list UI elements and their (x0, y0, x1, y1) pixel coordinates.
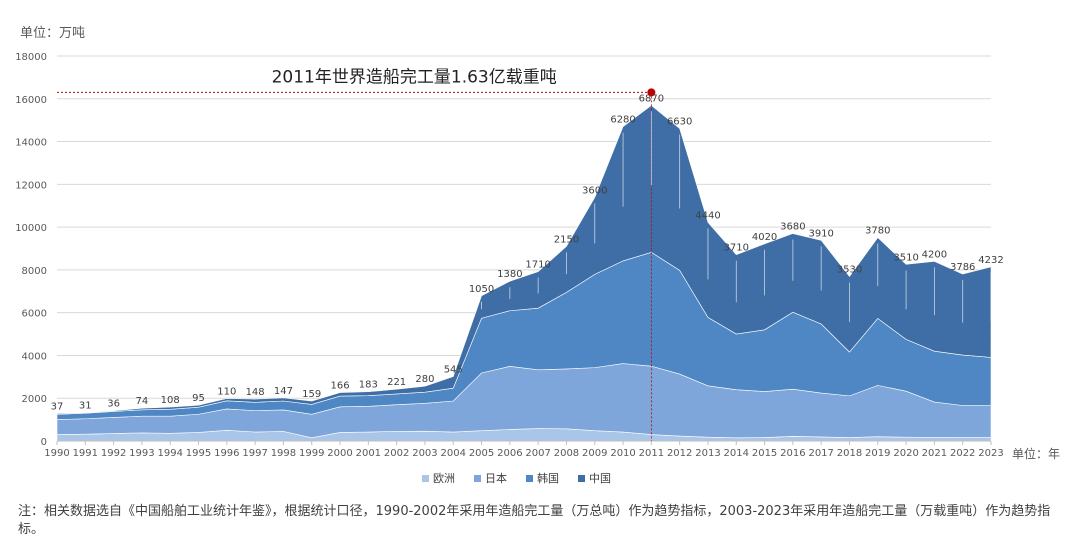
x-tick-label: 2006 (497, 448, 522, 459)
x-tick-label: 1990 (44, 448, 69, 459)
data-label-china: 6280 (610, 115, 635, 126)
annotation-text: 2011年世界造船完工量1.63亿载重吨 (272, 67, 557, 87)
x-tick-label: 1995 (186, 448, 211, 459)
data-label-china: 4200 (922, 249, 947, 260)
data-label-china: 6630 (667, 117, 692, 128)
data-label-china: 108 (161, 395, 180, 406)
x-tick-label: 2015 (752, 448, 777, 459)
x-axis-unit-label: 单位：年 (1012, 447, 1061, 461)
x-tick-label: 2019 (865, 448, 890, 459)
stacked-area-chart: 0 2000 4000 6000 8000 10000 12000 14000 16000 180… (15, 52, 1004, 485)
legend-swatch-japan (474, 475, 481, 482)
x-tick-label: 2009 (582, 448, 607, 459)
x-tick-label: 2018 (837, 448, 862, 459)
x-tick-label: 2021 (922, 448, 947, 459)
data-label-china: 95 (192, 393, 205, 404)
chart-footnote: 注：相关数据选自《中国船舶工业统计年鉴》，根据统计口径，1990-2002年采用… (18, 504, 1051, 537)
x-tick-label: 1994 (157, 448, 182, 459)
y-tick-label: 18000 (15, 52, 47, 63)
x-tick-label: 2008 (554, 448, 579, 459)
data-label-china: 159 (302, 389, 321, 400)
x-tick-label: 2014 (724, 448, 749, 459)
data-label-china: 4440 (695, 210, 720, 221)
x-tick-label: 2007 (525, 448, 550, 459)
y-tick-label: 0 (41, 437, 47, 448)
x-tick-label: 1999 (299, 448, 324, 459)
legend-swatch-china (578, 475, 585, 482)
data-label-china: 3910 (808, 228, 833, 239)
y-tick-label: 6000 (22, 309, 47, 320)
y-tick-label: 10000 (15, 223, 47, 234)
data-label-china: 3780 (865, 226, 890, 237)
y-tick-label: 4000 (22, 351, 47, 362)
x-tick-label: 1991 (73, 448, 98, 459)
y-tick-label: 12000 (15, 180, 47, 191)
y-tick-label: 16000 (15, 95, 47, 106)
data-label-china: 6870 (639, 93, 664, 104)
data-label-china: 148 (246, 387, 265, 398)
x-tick-label: 2001 (356, 448, 381, 459)
x-tick-label: 2017 (808, 448, 833, 459)
y-tick-label: 8000 (22, 266, 47, 277)
y-tick-label: 14000 (15, 138, 47, 149)
x-tick-label: 2002 (384, 448, 409, 459)
x-tick-label: 2011 (639, 448, 664, 459)
data-label-china: 1710 (525, 260, 550, 271)
data-label-china: 4232 (978, 255, 1003, 266)
data-label-china: 37 (51, 401, 64, 412)
data-label-china: 3710 (724, 243, 749, 254)
x-tick-label: 2022 (950, 448, 975, 459)
data-label-china: 4020 (752, 232, 777, 243)
x-tick-label: 2020 (893, 448, 918, 459)
data-label-china: 31 (79, 401, 92, 412)
legend-swatch-korea (526, 475, 533, 482)
data-label-china: 3680 (780, 222, 805, 233)
data-label-china: 3530 (837, 265, 862, 276)
x-tick-label: 1993 (129, 448, 154, 459)
area-series-china (56, 105, 992, 415)
data-label-china: 3510 (893, 252, 918, 263)
data-label-china: 1050 (469, 284, 494, 295)
annotation-marker (647, 88, 656, 97)
data-label-china: 74 (136, 396, 149, 407)
data-label-china: 545 (444, 365, 463, 376)
y-axis-unit-label: 单位：万吨 (20, 26, 86, 41)
x-tick-label: 1992 (101, 448, 126, 459)
data-label-china: 2150 (554, 234, 579, 245)
x-tick-label: 2004 (441, 448, 466, 459)
data-label-china: 280 (415, 374, 434, 385)
data-label-china: 147 (274, 386, 293, 397)
x-tick-label: 2013 (695, 448, 720, 459)
legend-label-europe: 欧洲 (433, 472, 455, 485)
data-label-china: 110 (217, 386, 236, 397)
x-tick-label: 2012 (667, 448, 692, 459)
x-tick-label: 2016 (780, 448, 805, 459)
data-label-china: 1380 (497, 269, 522, 280)
data-label-china: 183 (359, 380, 378, 391)
x-tick-label: 2000 (327, 448, 352, 459)
x-tick-label: 2003 (412, 448, 437, 459)
y-tick-label: 2000 (22, 394, 47, 405)
x-tick-label: 2023 (978, 448, 1003, 459)
data-label-china: 3600 (582, 185, 607, 196)
data-label-china: 221 (387, 377, 406, 388)
x-tick-label: 2010 (610, 448, 635, 459)
legend-swatch-europe (422, 475, 429, 482)
x-tick-label: 1996 (214, 448, 239, 459)
x-tick-label: 1998 (271, 448, 296, 459)
data-label-china: 3786 (950, 262, 975, 273)
x-tick-label: 1997 (242, 448, 267, 459)
legend-label-korea: 韩国 (537, 471, 559, 485)
x-tick-label: 2005 (469, 448, 494, 459)
data-label-china: 166 (330, 381, 349, 392)
data-label-china: 36 (107, 399, 120, 410)
legend-label-china: 中国 (589, 472, 611, 485)
legend-label-japan: 日本 (485, 471, 507, 485)
